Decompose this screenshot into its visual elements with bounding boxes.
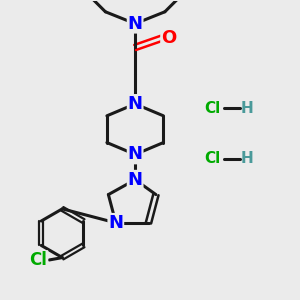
Text: Cl: Cl <box>204 152 220 166</box>
Text: N: N <box>108 214 123 232</box>
Text: Cl: Cl <box>204 101 220 116</box>
Text: Cl: Cl <box>30 251 47 269</box>
Text: N: N <box>128 95 142 113</box>
Text: N: N <box>128 171 142 189</box>
Text: N: N <box>128 146 142 164</box>
Text: H: H <box>240 101 253 116</box>
Text: O: O <box>161 29 176 47</box>
Text: H: H <box>240 152 253 166</box>
Text: N: N <box>128 15 142 33</box>
